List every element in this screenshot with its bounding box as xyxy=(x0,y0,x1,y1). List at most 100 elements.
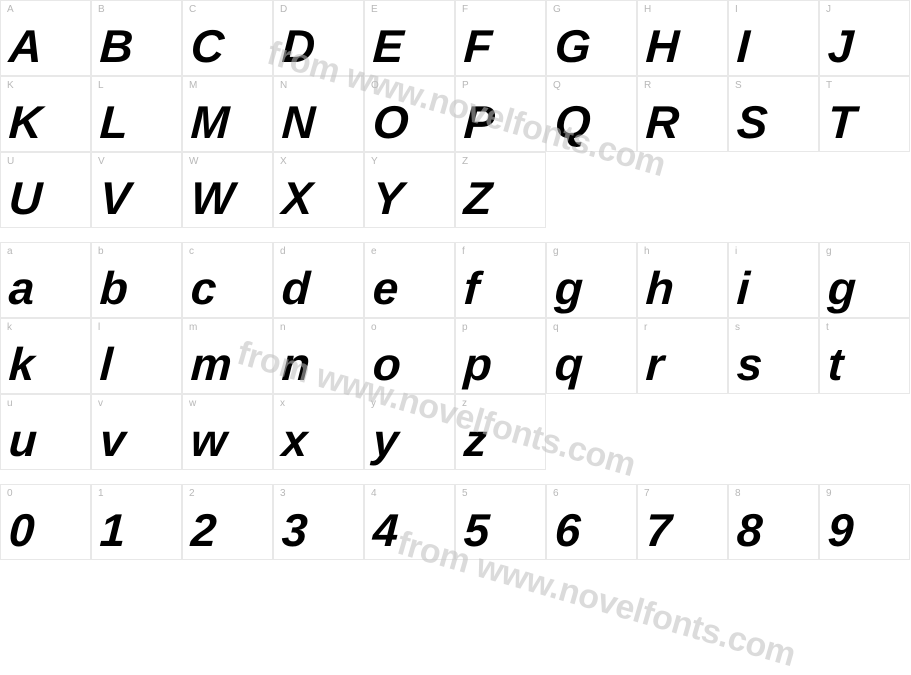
glyph-cell: 33 xyxy=(273,484,364,560)
glyph-cell: oo xyxy=(364,318,455,394)
glyph-label: 1 xyxy=(98,488,104,499)
glyph-cell: kk xyxy=(0,318,91,394)
glyph-char: i xyxy=(736,265,751,311)
glyph-char: 4 xyxy=(372,507,400,553)
glyph-char: c xyxy=(190,265,218,311)
glyph-char: p xyxy=(463,341,494,387)
glyph-cell: LL xyxy=(91,76,182,152)
glyph-char: r xyxy=(645,341,665,387)
glyph-label: o xyxy=(371,322,377,333)
glyph-char: X xyxy=(281,175,314,221)
glyph-group-0: AABBCCDDEEFFGGHHIIJJKKLLMMNNOOPPQQRRSSTT… xyxy=(0,0,911,228)
glyph-label: V xyxy=(98,156,105,167)
glyph-label: x xyxy=(280,398,286,409)
glyph-cell: JJ xyxy=(819,0,910,76)
glyph-char: b xyxy=(99,265,130,311)
glyph-cell: pp xyxy=(455,318,546,394)
glyph-label: l xyxy=(98,322,101,333)
glyph-cell: SS xyxy=(728,76,819,152)
glyph-cell: 99 xyxy=(819,484,910,560)
glyph-cell: tt xyxy=(819,318,910,394)
glyph-char: t xyxy=(827,341,845,387)
glyph-group-2: 00112233445566778899 xyxy=(0,484,911,560)
glyph-cell: 55 xyxy=(455,484,546,560)
glyph-cell: DD xyxy=(273,0,364,76)
glyph-cell: EE xyxy=(364,0,455,76)
glyph-cell: QQ xyxy=(546,76,637,152)
glyph-cell: nn xyxy=(273,318,364,394)
glyph-label: u xyxy=(7,398,13,409)
glyph-char: 5 xyxy=(463,507,491,553)
glyph-char: P xyxy=(463,99,496,145)
glyph-char: Y xyxy=(372,175,405,221)
glyph-label: J xyxy=(826,4,832,15)
glyph-label: a xyxy=(7,246,13,257)
glyph-cell: 77 xyxy=(637,484,728,560)
glyph-char: 6 xyxy=(554,507,582,553)
glyph-cell: MM xyxy=(182,76,273,152)
glyph-label: 7 xyxy=(644,488,650,499)
group-spacer xyxy=(0,470,911,484)
glyph-char: N xyxy=(281,99,317,145)
glyph-label: p xyxy=(462,322,468,333)
glyph-cell: BB xyxy=(91,0,182,76)
glyph-cell: TT xyxy=(819,76,910,152)
glyph-char: k xyxy=(8,341,36,387)
glyph-row: uuvvwwxxyyzz xyxy=(0,394,911,470)
glyph-label: 0 xyxy=(7,488,13,499)
glyph-char: Z xyxy=(463,175,494,221)
glyph-label: S xyxy=(735,80,742,91)
glyph-char: d xyxy=(281,265,312,311)
glyph-char: O xyxy=(372,99,410,145)
glyph-char: H xyxy=(645,23,681,69)
glyph-char: D xyxy=(281,23,317,69)
glyph-row: KKLLMMNNOOPPQQRRSSTT xyxy=(0,76,911,152)
glyph-cell: KK xyxy=(0,76,91,152)
glyph-cell: FF xyxy=(455,0,546,76)
glyph-char: g xyxy=(827,265,858,311)
glyph-char: m xyxy=(190,341,233,387)
glyph-cell: zz xyxy=(455,394,546,470)
glyph-cell: xx xyxy=(273,394,364,470)
glyph-label: K xyxy=(7,80,14,91)
glyph-row: UUVVWWXXYYZZ xyxy=(0,152,911,228)
glyph-label: 2 xyxy=(189,488,195,499)
glyph-char: x xyxy=(281,417,309,463)
glyph-cell: ZZ xyxy=(455,152,546,228)
glyph-char: U xyxy=(8,175,44,221)
glyph-char: F xyxy=(463,23,494,69)
glyph-cell: dd xyxy=(273,242,364,318)
glyph-label: I xyxy=(735,4,738,15)
glyph-label: b xyxy=(98,246,104,257)
glyph-char: o xyxy=(372,341,403,387)
glyph-cell: II xyxy=(728,0,819,76)
glyph-label: s xyxy=(735,322,741,333)
glyph-char: J xyxy=(827,23,855,69)
glyph-char: 2 xyxy=(190,507,218,553)
glyph-char: s xyxy=(736,341,764,387)
glyph-label: c xyxy=(189,246,195,257)
glyph-cell: VV xyxy=(91,152,182,228)
glyph-char: Q xyxy=(554,99,592,145)
glyph-cell: mm xyxy=(182,318,273,394)
glyph-char: 0 xyxy=(8,507,36,553)
glyph-cell: ff xyxy=(455,242,546,318)
glyph-label: O xyxy=(371,80,379,91)
glyph-label: n xyxy=(280,322,286,333)
glyph-cell: ww xyxy=(182,394,273,470)
glyph-char: E xyxy=(372,23,405,69)
glyph-label: f xyxy=(462,246,465,257)
glyph-char: C xyxy=(190,23,226,69)
glyph-char: u xyxy=(8,417,39,463)
glyph-char: w xyxy=(190,417,228,463)
glyph-row: AABBCCDDEEFFGGHHIIJJ xyxy=(0,0,911,76)
glyph-cell: 88 xyxy=(728,484,819,560)
glyph-label: R xyxy=(644,80,652,91)
glyph-label: g xyxy=(826,246,832,257)
glyph-cell: bb xyxy=(91,242,182,318)
glyph-label: g xyxy=(553,246,559,257)
glyph-row: 00112233445566778899 xyxy=(0,484,911,560)
glyph-char: L xyxy=(99,99,130,145)
glyph-label: C xyxy=(189,4,197,15)
glyph-char: 3 xyxy=(281,507,309,553)
